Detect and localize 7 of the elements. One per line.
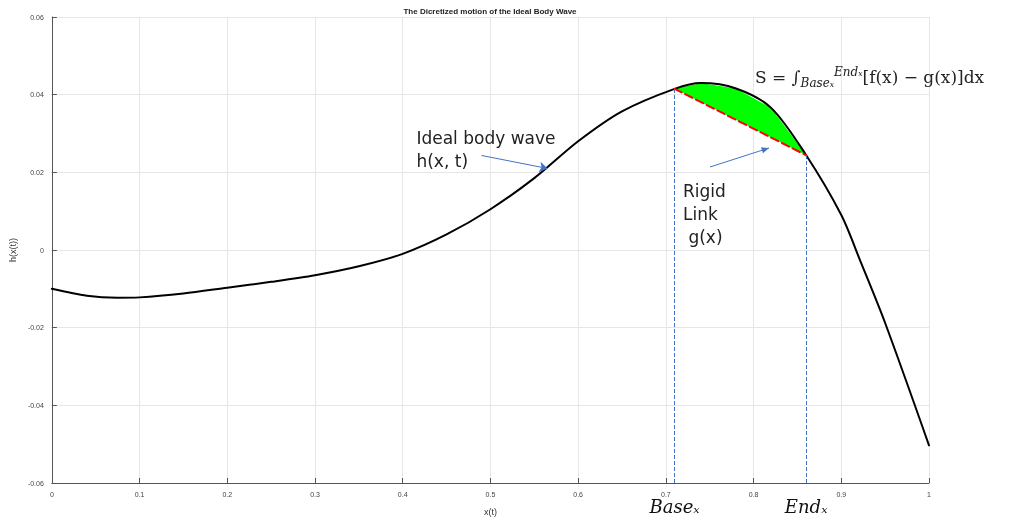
annotation: S = ∫$_{Baseₓ}$$^{Endₓ}$[f(x) − g(x)]dx bbox=[755, 64, 985, 92]
annotation: Ideal body wave h(x, t) bbox=[416, 127, 556, 174]
y-axis-title: h(x(t)) bbox=[7, 238, 18, 262]
x-axis-title: x(t) bbox=[483, 506, 497, 517]
ref-line-label: Endₓ bbox=[783, 495, 829, 517]
annotation: Rigid Link g(x) bbox=[683, 180, 726, 249]
chart-title: The Dicretized motion of the Ideal Body Wave bbox=[403, 6, 578, 16]
